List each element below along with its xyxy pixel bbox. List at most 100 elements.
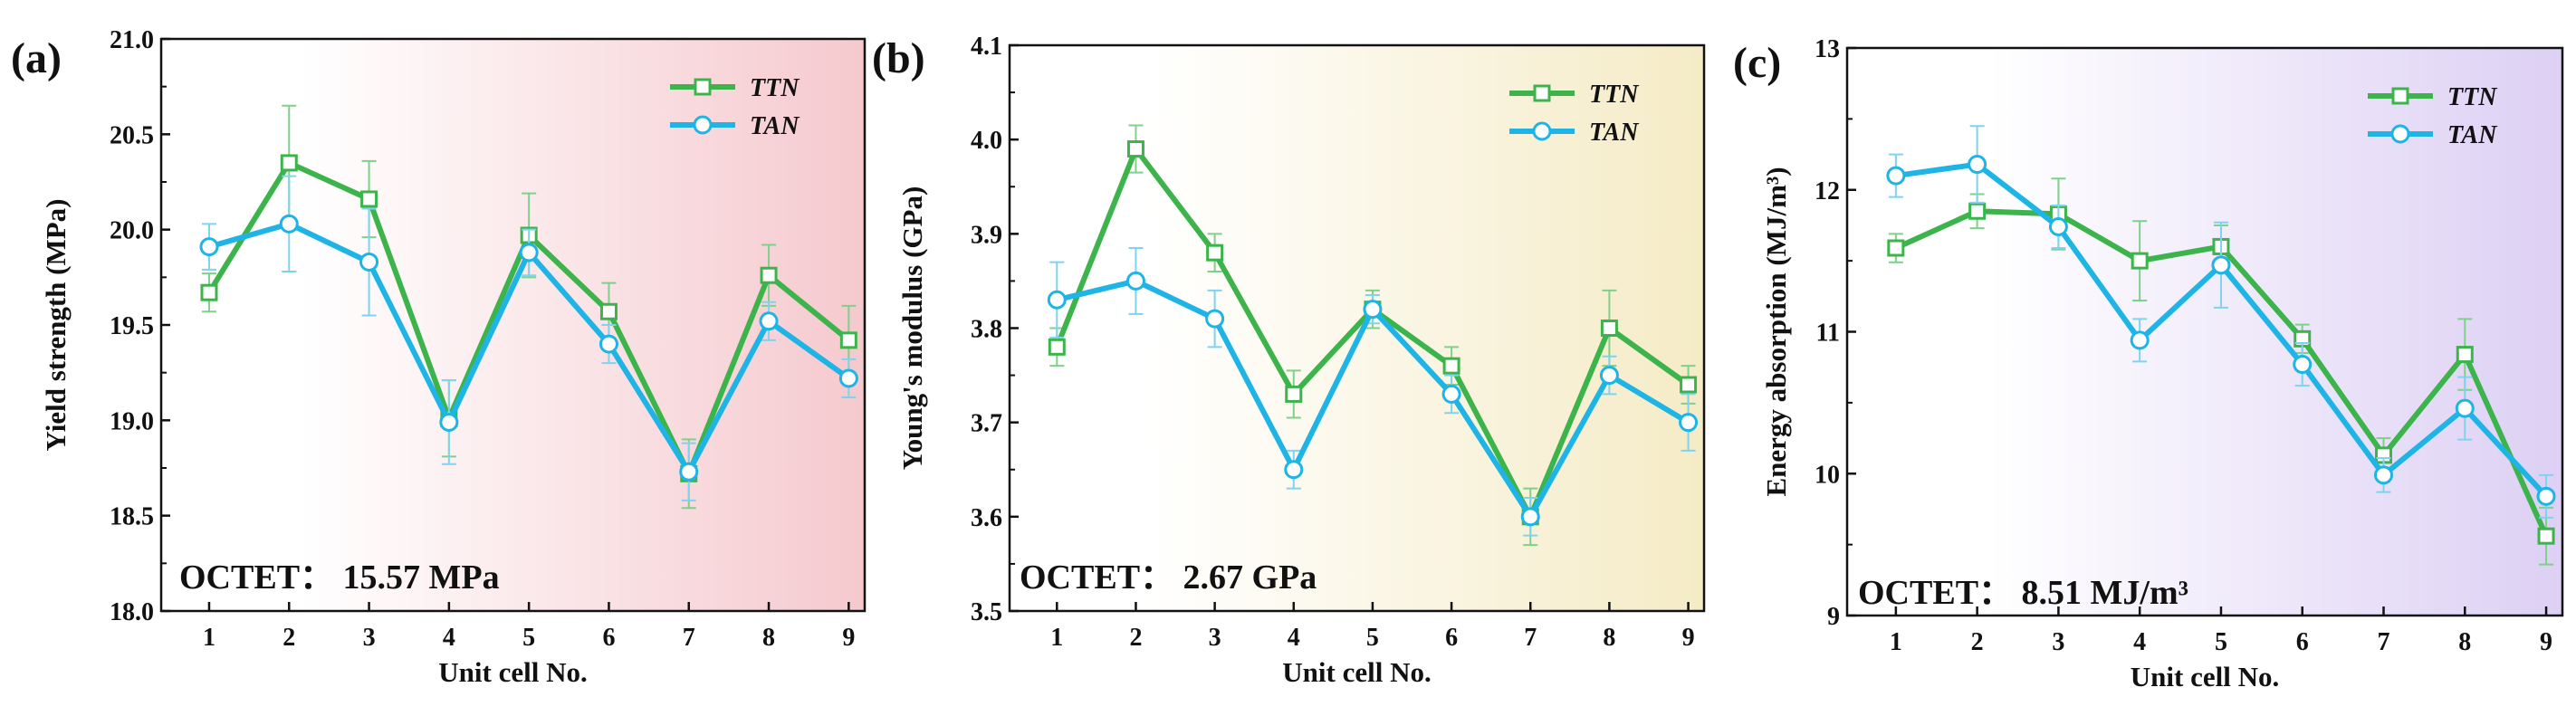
data-point-tan [2211,255,2231,275]
data-point-tan [2293,355,2313,375]
data-point-tan [2130,330,2150,350]
y-tick-label: 10 [1815,461,1840,489]
data-point-tan [599,334,618,354]
y-tick-label: 18.5 [110,503,154,531]
x-tick-label: 1 [1050,624,1063,652]
x-axis-title: Unit cell No. [1282,656,1431,688]
panel-label: (a) [11,34,62,82]
legend: TTN TAN [1509,81,1640,147]
y-axis-title: Energy absorption (MJ/m³) [1760,167,1792,496]
x-tick-label: 8 [762,624,775,652]
x-tick-label: 4 [2133,628,2146,656]
series-tan [199,175,858,501]
legend-label-ttn: TTN [2447,83,2498,111]
legend-marker [2391,87,2409,105]
data-point-ttn [1285,385,1303,403]
x-tick-label: 8 [1603,624,1615,652]
x-tick-label: 5 [522,624,535,652]
data-point-tan [1599,366,1619,386]
data-point-ttn [200,283,218,301]
y-tick-label: 3.9 [971,221,1002,249]
data-point-tan [838,368,858,388]
x-tick-label: 9 [842,624,855,652]
series-tan [1886,125,2556,519]
data-point-tan [759,311,779,331]
y-tick-label: 3.5 [971,598,1002,626]
legend-label-tan: TAN [2447,121,2498,149]
panel-label: (c) [1733,39,1781,87]
octet-annotation: OCTET： 8.51 MJ/m³ [1858,574,2188,612]
y-tick-label: 18.0 [110,598,154,626]
data-point-tan [359,252,379,272]
y-tick-label: 21.0 [110,26,154,54]
data-point-ttn [280,154,298,172]
legend: TTN TAN [2368,83,2498,149]
x-tick-label: 9 [1682,624,1695,652]
data-point-ttn [1680,376,1698,394]
x-tick-label: 4 [443,624,455,652]
legend-marker [694,78,712,96]
legend-marker [1533,84,1551,102]
x-tick-label: 2 [1129,624,1142,652]
x-tick-label: 7 [2378,628,2390,656]
x-tick-label: 1 [203,624,215,652]
x-tick-label: 3 [2052,628,2064,656]
x-tick-label: 4 [1288,624,1300,652]
y-tick-label: 4.0 [971,127,1002,155]
data-point-ttn [1600,320,1618,337]
data-point-tan [1363,300,1383,320]
y-tick-label: 20.5 [110,121,154,149]
octet-annotation: OCTET： 15.57 MPa [179,558,500,597]
y-tick-label: 11 [1816,320,1840,348]
data-point-tan [439,412,459,432]
legend: TTN TAN [670,74,800,140]
data-point-tan [1441,384,1461,404]
data-point-ttn [599,302,618,320]
x-tick-label: 7 [683,624,695,652]
octet-annotation: OCTET： 2.67 GPa [1020,558,1317,597]
data-point-tan [2536,486,2556,506]
x-tick-label: 1 [1890,628,1902,656]
data-point-ttn [2456,346,2474,364]
data-point-tan [1679,413,1699,433]
x-tick-label: 2 [282,624,295,652]
plot-background [1847,48,2562,616]
x-tick-label: 6 [1445,624,1458,652]
data-point-tan [2048,217,2068,237]
x-tick-label: 3 [1209,624,1221,652]
legend-marker [693,115,713,135]
x-axis-title: Unit cell No. [2131,661,2279,692]
data-point-tan [1205,309,1225,329]
data-point-ttn [1887,239,1905,257]
x-tick-label: 6 [602,624,615,652]
data-point-ttn [839,331,857,349]
x-tick-label: 7 [1524,624,1537,652]
x-tick-label: 3 [363,624,376,652]
y-tick-label: 19.0 [110,407,154,435]
y-tick-label: 3.7 [971,410,1002,438]
data-point-tan [1125,271,1145,291]
series-tan [1047,246,1699,537]
data-point-ttn [2537,527,2555,545]
data-point-ttn [1442,357,1460,375]
data-point-ttn [1048,338,1066,356]
data-point-ttn [2131,252,2149,270]
y-axis-title: Yield strength (MPa) [40,199,72,452]
data-point-tan [199,237,219,257]
data-point-tan [679,462,699,482]
x-axis-title: Unit cell No. [438,656,587,688]
data-point-ttn [760,266,778,284]
x-tick-label: 5 [1366,624,1379,652]
x-tick-label: 2 [1971,628,1984,656]
legend-label-ttn: TTN [750,74,800,102]
x-tick-label: 8 [2458,628,2471,656]
data-point-tan [1968,155,1987,175]
chart-panel-1: 18.0 18.5 19.0 19.5 20.0 20.5 21.0 1 2 3 4 5 6 7 8 9 Uni… [11,26,867,688]
y-tick-label: 12 [1815,177,1840,205]
data-point-tan [1520,507,1540,527]
y-tick-label: 4.1 [971,33,1002,61]
y-tick-label: 13 [1815,35,1840,63]
x-tick-label: 6 [2296,628,2309,656]
